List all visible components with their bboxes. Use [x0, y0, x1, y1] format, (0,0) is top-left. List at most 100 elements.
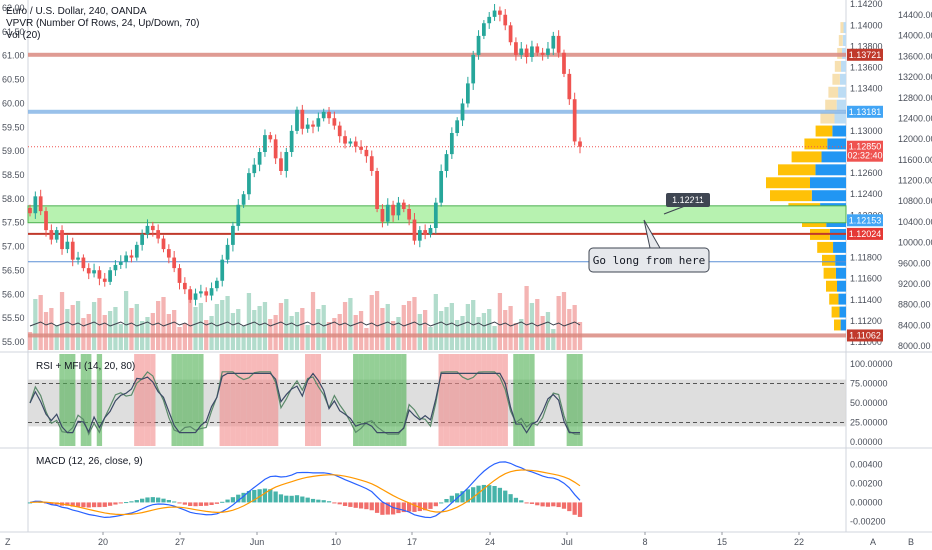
- level-red-band[interactable]: [28, 333, 846, 338]
- volume-bar: [214, 304, 220, 350]
- vpvr-up-bar: [827, 138, 846, 150]
- macd-histogram-bar: [326, 501, 332, 503]
- time-tick[interactable]: Jun: [250, 537, 265, 547]
- volume-bar: [508, 306, 513, 350]
- macd-histogram-bar: [374, 502, 380, 513]
- time-axis[interactable]: 20 27 Jun 10 17 24 Jul 8 15 22: [98, 532, 804, 547]
- price-tick: 1.11400: [850, 295, 882, 305]
- footer-auto[interactable]: A: [870, 537, 876, 547]
- mfi-line: [29, 371, 580, 436]
- candle: [476, 30, 481, 60]
- level-red-band[interactable]: [28, 52, 846, 57]
- candle: [225, 238, 230, 264]
- vpvr-down-bar: [829, 293, 839, 305]
- candle-body: [343, 136, 347, 144]
- candle-body: [449, 133, 454, 155]
- candle-body: [535, 46, 540, 53]
- time-tick[interactable]: 10: [331, 537, 341, 547]
- left-tick: 59.00: [2, 146, 25, 156]
- macd-histogram-bar: [487, 485, 492, 503]
- oversold-highlight: [358, 354, 364, 446]
- overbought-highlight: [235, 354, 241, 446]
- rsi-tick: 75.00000: [850, 379, 888, 389]
- macd-histogram-bar: [353, 502, 358, 508]
- level-blue-band[interactable]: [28, 109, 846, 114]
- vpvr-down-bar: [828, 86, 839, 98]
- candle: [321, 108, 326, 122]
- candle: [247, 168, 251, 200]
- left-tick: 57.50: [2, 218, 25, 228]
- volume-bar: [91, 302, 97, 350]
- candle-body: [188, 289, 193, 300]
- volume-bar: [75, 301, 81, 350]
- macd-tick: 0.00400: [850, 460, 883, 470]
- oversold-highlight: [395, 354, 402, 446]
- time-tick[interactable]: 8: [642, 537, 647, 547]
- macd-histogram-bar: [385, 502, 390, 515]
- footer-left[interactable]: Z: [5, 537, 11, 547]
- candle: [433, 197, 438, 234]
- candle-body: [337, 125, 342, 137]
- price-marker[interactable]: 1.12211: [663, 193, 710, 215]
- symbol-legend[interactable]: Euro / U.S. Dollar, 240, OANDA: [6, 6, 147, 17]
- rsi-tick: 50.00000: [850, 398, 888, 408]
- candle: [102, 272, 107, 287]
- candle: [108, 267, 112, 285]
- time-tick[interactable]: 24: [485, 537, 495, 547]
- rsi-legend[interactable]: RSI + MFI (14, 20, 80): [36, 361, 135, 372]
- vpvr-up-bar: [811, 190, 846, 202]
- macd-histogram-bar: [567, 502, 572, 512]
- time-tick[interactable]: 17: [407, 537, 417, 547]
- macd-histogram-bar: [508, 494, 513, 503]
- macd-tick: -0.00200: [850, 516, 886, 526]
- candle: [54, 226, 59, 243]
- time-tick[interactable]: 15: [717, 537, 727, 547]
- macd-legend[interactable]: MACD (12, 26, close, 9): [36, 456, 143, 467]
- macd-histogram-bar: [439, 502, 444, 504]
- macd-histogram-bar: [236, 494, 241, 503]
- macd-histogram-bar: [358, 502, 364, 509]
- candle-body: [220, 259, 225, 281]
- volume-bar: [551, 329, 556, 350]
- footer-b[interactable]: B: [908, 537, 914, 547]
- macd-histogram-bar: [321, 500, 326, 503]
- volume-bar: [380, 308, 385, 350]
- candle: [508, 22, 513, 46]
- candle-body: [279, 158, 283, 171]
- time-tick[interactable]: 27: [175, 537, 185, 547]
- overbought-highlight: [240, 354, 247, 446]
- vpvr-tick: 8800.00: [898, 300, 931, 310]
- vol-legend[interactable]: Vol (20): [6, 30, 40, 41]
- candle: [199, 284, 203, 298]
- oversold-highlight: [96, 354, 103, 446]
- vpvr-down-bar: [770, 190, 812, 202]
- volume-bar: [123, 291, 129, 350]
- vpvr-up-bar: [840, 60, 846, 72]
- volume-bar: [385, 304, 390, 350]
- vpvr-down-bar: [804, 138, 828, 150]
- macd-histogram-bar: [81, 502, 86, 508]
- candle-body: [49, 230, 54, 240]
- oversold-highlight: [385, 354, 391, 446]
- time-tick[interactable]: 22: [794, 537, 804, 547]
- volume-ma-line: [29, 321, 581, 327]
- candle: [369, 150, 374, 176]
- candle-body: [519, 48, 524, 55]
- macd-histogram-bar: [27, 502, 33, 504]
- candle: [412, 213, 417, 245]
- candle-body: [305, 124, 310, 129]
- candle-body: [172, 257, 177, 269]
- overbought-highlight: [246, 354, 252, 446]
- overbought-highlight: [470, 354, 476, 446]
- macd-histogram-bar: [91, 502, 97, 508]
- time-tick[interactable]: Jul: [561, 537, 573, 547]
- time-tick[interactable]: 20: [98, 537, 108, 547]
- horizontal-levels[interactable]: [27, 52, 847, 338]
- volume-bar: [567, 309, 572, 350]
- candle: [417, 226, 422, 248]
- callout[interactable]: Go long from here: [588, 219, 710, 273]
- vpvr-legend[interactable]: VPVR (Number Of Rows, 24, Up/Down, 70): [6, 18, 199, 29]
- candle: [428, 224, 433, 238]
